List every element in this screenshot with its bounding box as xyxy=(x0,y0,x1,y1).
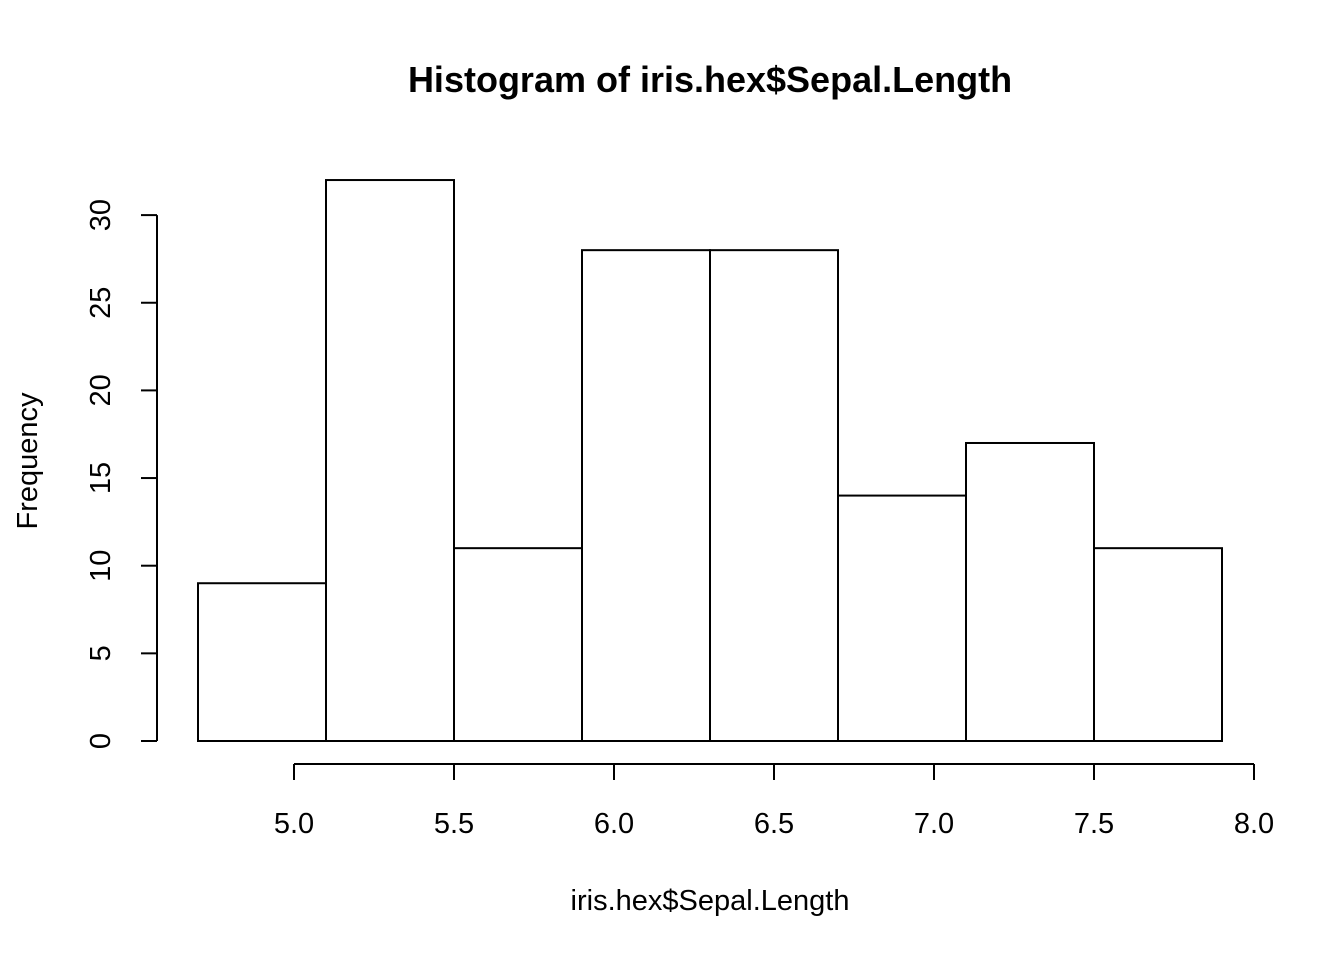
histogram-bar-5 xyxy=(837,494,967,742)
histogram-bar-3 xyxy=(581,249,711,742)
y-axis-label: Frequency xyxy=(12,392,44,530)
chart-title: Histogram of iris.hex$Sepal.Length xyxy=(408,59,1012,100)
x-tick-label-1: 5.5 xyxy=(434,808,474,840)
y-tick-label-6: 30 xyxy=(85,199,117,231)
y-tick-label-3: 15 xyxy=(85,462,117,494)
y-tick-label-4: 20 xyxy=(85,374,117,406)
x-axis-label: iris.hex$Sepal.Length xyxy=(571,885,850,917)
y-tick-label-1: 5 xyxy=(85,645,117,661)
x-axis: 5.0 5.5 6.0 6.5 7.0 7.5 8.0 xyxy=(274,763,1274,840)
x-tick-label-0: 5.0 xyxy=(274,808,314,840)
bars-group xyxy=(197,179,1223,743)
histogram-bar-0 xyxy=(197,582,327,742)
y-axis: 0 5 10 15 20 25 30 xyxy=(85,199,158,749)
y-tick-label-0: 0 xyxy=(85,733,117,749)
x-tick-label-3: 6.5 xyxy=(754,808,794,840)
y-tick-label-5: 25 xyxy=(85,287,117,319)
y-tick-label-2: 10 xyxy=(85,550,117,582)
histogram-bar-7 xyxy=(1093,547,1223,742)
histogram-bar-4 xyxy=(709,249,839,742)
x-tick-label-6: 8.0 xyxy=(1234,808,1274,840)
x-tick-label-5: 7.5 xyxy=(1074,808,1114,840)
x-tick-label-4: 7.0 xyxy=(914,808,954,840)
histogram-bar-6 xyxy=(965,441,1095,742)
x-tick-label-2: 6.0 xyxy=(594,808,634,840)
histogram-bar-1 xyxy=(325,179,455,743)
histogram-bar-2 xyxy=(453,547,583,742)
